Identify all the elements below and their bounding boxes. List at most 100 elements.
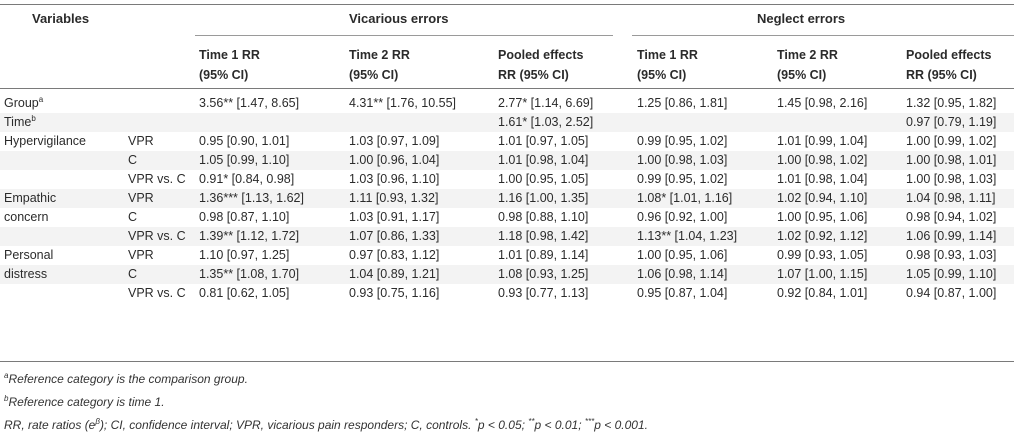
table-row [0, 151, 1014, 170]
table-cell: 0.96 [0.92, 1.00] [637, 210, 728, 224]
table-cell: 1.00 [0.98, 1.01] [906, 153, 997, 167]
row-label: Groupa [4, 94, 43, 113]
subheader-line: RR (95% CI) [498, 68, 569, 82]
footnote-a: aReference category is the comparison gr… [4, 371, 248, 387]
subheader-line: (95% CI) [777, 68, 827, 82]
row-label-sup: b [31, 114, 36, 123]
table-cell: 0.81 [0.62, 1.05] [199, 286, 290, 300]
row-label-text: Group [4, 96, 39, 110]
table-cell: 1.08* [1.01, 1.16] [637, 191, 733, 205]
table-cell: 0.97 [0.79, 1.19] [906, 115, 997, 129]
footnote-a-mark: a [4, 371, 9, 380]
table-cell: 0.93 [0.75, 1.16] [349, 286, 440, 300]
table-cell: 1.01 [0.99, 1.04] [777, 134, 868, 148]
table-cell: 1.00 [0.98, 1.02] [777, 153, 868, 167]
table-cell: 1.00 [0.98, 1.03] [637, 153, 728, 167]
table-cell: 1.00 [0.96, 1.04] [349, 153, 440, 167]
top-rule [0, 4, 1014, 5]
subheader-line: RR (95% CI) [906, 68, 977, 82]
footnote-a-text: Reference category is the comparison gro… [8, 372, 248, 386]
table-cell: 1.01 [0.89, 1.14] [498, 248, 589, 262]
row-sublabel: VPR [128, 191, 154, 205]
table-row [0, 265, 1014, 284]
table-cell: 1.35** [1.08, 1.70] [199, 267, 300, 281]
subheader-line: (95% CI) [199, 68, 249, 82]
table-cell: 1.07 [0.86, 1.33] [349, 229, 440, 243]
table-cell: 0.98 [0.93, 1.03] [906, 248, 997, 262]
table-cell: 1.01 [0.98, 1.04] [498, 153, 589, 167]
vicarious-span-rule [195, 35, 613, 36]
subheader-col-2: Time 2 RR (95% CI) [349, 45, 410, 85]
table-cell: 0.98 [0.88, 1.10] [498, 210, 589, 224]
sig-text-1: p < 0.05; [477, 418, 529, 432]
row-label: Hypervigilance [4, 132, 86, 151]
table-cell: 0.99 [0.93, 1.05] [777, 248, 868, 262]
table-cell: 0.93 [0.77, 1.13] [498, 286, 589, 300]
table-cell: 1.13** [1.04, 1.23] [637, 229, 738, 243]
row-label: distress [4, 265, 47, 284]
table-cell: 1.02 [0.92, 1.12] [777, 229, 868, 243]
header-vicarious-errors: Vicarious errors [349, 11, 449, 26]
subheader-line: Time 2 RR [349, 48, 410, 62]
header-rule [0, 88, 1014, 89]
row-sublabel: C [128, 153, 138, 167]
subheader-line: Time 1 RR [199, 48, 260, 62]
table-cell: 0.97 [0.83, 1.12] [349, 248, 440, 262]
bottom-rule [0, 361, 1014, 362]
table-cell: 1.36*** [1.13, 1.62] [199, 191, 304, 205]
table-cell: 1.16 [1.00, 1.35] [498, 191, 589, 205]
table-cell: 1.03 [0.91, 1.17] [349, 210, 440, 224]
table-cell: 1.00 [0.99, 1.02] [906, 134, 997, 148]
table-cell: 1.00 [0.95, 1.06] [777, 210, 868, 224]
table-cell: 1.32 [0.95, 1.82] [906, 96, 997, 110]
table-cell: 1.45 [0.98, 2.16] [777, 96, 868, 110]
table-row [0, 227, 1014, 246]
table-cell: 1.03 [0.97, 1.09] [349, 134, 440, 148]
subheader-line: (95% CI) [637, 68, 687, 82]
row-sublabel: VPR [128, 248, 154, 262]
table-cell: 1.61* [1.03, 2.52] [498, 115, 594, 129]
table-cell: 1.04 [0.98, 1.11] [906, 191, 996, 205]
subheader-col-3: Pooled effects RR (95% CI) [498, 45, 583, 85]
table-cell: 1.07 [1.00, 1.15] [777, 267, 868, 281]
sig-mark-1: * [474, 417, 478, 426]
table-cell: 0.98 [0.87, 1.10] [199, 210, 290, 224]
row-sublabel: C [128, 267, 138, 281]
subheader-col-6: Pooled effects RR (95% CI) [906, 45, 991, 85]
sig-mark-2: ** [528, 417, 535, 426]
table-cell: 1.03 [0.96, 1.10] [349, 172, 440, 186]
row-sublabel: C [128, 210, 138, 224]
row-label: Empathic [4, 189, 56, 208]
table-cell: 0.99 [0.95, 1.02] [637, 172, 728, 186]
table-row [0, 189, 1014, 208]
row-label-text: Hypervigilance [4, 134, 86, 148]
subheader-col-1: Time 1 RR (95% CI) [199, 45, 260, 85]
table-cell: 1.04 [0.89, 1.21] [349, 267, 440, 281]
subheader-line: (95% CI) [349, 68, 399, 82]
subheader-col-4: Time 1 RR (95% CI) [637, 45, 698, 85]
header-neglect-errors: Neglect errors [757, 11, 846, 26]
table-cell: 1.06 [0.99, 1.14] [906, 229, 997, 243]
table-cell: 0.98 [0.94, 1.02] [906, 210, 997, 224]
table-cell: 1.00 [0.98, 1.03] [906, 172, 997, 186]
subheader-line: Pooled effects [906, 48, 992, 62]
table-cell: 1.06 [0.98, 1.14] [637, 267, 728, 281]
subheader-col-5: Time 2 RR (95% CI) [777, 45, 838, 85]
table-row [0, 113, 1014, 132]
table-cell: 2.77* [1.14, 6.69] [498, 96, 594, 110]
neglect-span-rule [632, 35, 1014, 36]
footnote-abbreviations: RR, rate ratios (eβ); CI, confidence int… [4, 417, 648, 433]
table-cell: 1.05 [0.99, 1.10] [906, 267, 997, 281]
footnote-b-mark: b [4, 394, 9, 403]
row-sublabel: VPR [128, 134, 154, 148]
footnote-b-text: Reference category is time 1. [8, 395, 165, 409]
sig-mark-3: *** [584, 417, 595, 426]
table-cell: 0.95 [0.90, 1.01] [199, 134, 290, 148]
sig-text-3: p < 0.001. [594, 418, 648, 432]
row-label-text: Personal [4, 248, 54, 262]
table-cell: 1.00 [0.95, 1.06] [637, 248, 728, 262]
table-cell: 1.01 [0.98, 1.04] [777, 172, 868, 186]
abbrev-text-2: ); CI, confidence interval; VPR, vicario… [99, 418, 475, 432]
table-cell: 1.01 [0.97, 1.05] [498, 134, 589, 148]
row-label-sup: a [38, 95, 44, 104]
